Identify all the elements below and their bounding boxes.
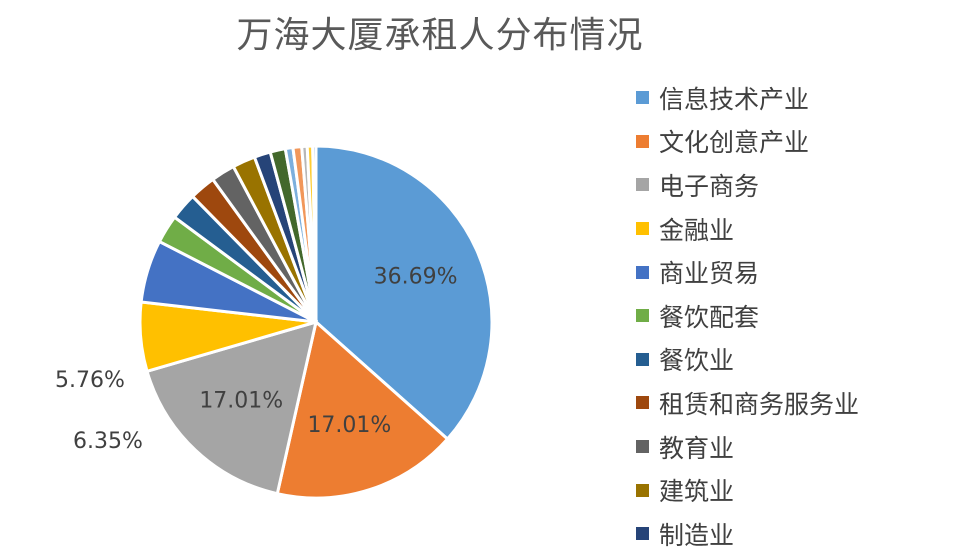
legend-item: 金融业 xyxy=(636,207,859,251)
legend-label: 教育业 xyxy=(659,433,735,463)
legend-label: 餐饮业 xyxy=(659,346,735,376)
legend-swatch xyxy=(636,527,649,541)
legend-item: 教育业 xyxy=(636,425,859,469)
legend-item: 信息技术产业 xyxy=(636,76,859,120)
legend-swatch xyxy=(636,309,649,323)
legend-swatch xyxy=(636,440,649,454)
legend-item: 餐饮配套 xyxy=(636,294,859,338)
legend-item: 商业贸易 xyxy=(636,250,859,294)
pie-slice-16 xyxy=(311,144,318,323)
legend-swatch xyxy=(636,265,649,279)
legend-item: 电子商务 xyxy=(636,163,859,207)
data-label: 17.01% xyxy=(307,413,391,438)
data-label: 36.69% xyxy=(374,264,458,289)
legend-item: 租赁和商务服务业 xyxy=(636,381,859,425)
legend-swatch xyxy=(636,352,649,366)
pie-slice-信息技术产业 xyxy=(314,144,494,442)
data-label: 6.35% xyxy=(73,429,143,454)
legend-label: 制造业 xyxy=(659,520,735,550)
legend-item: 餐饮业 xyxy=(636,338,859,382)
legend-swatch xyxy=(636,396,649,410)
legend-label: 电子商务 xyxy=(659,171,760,201)
pie-slice-文化创意产业 xyxy=(275,319,450,500)
legend-item: 制造业 xyxy=(636,512,859,556)
legend-label: 金融业 xyxy=(659,215,735,245)
legend-label: 餐饮配套 xyxy=(659,302,760,332)
pie-slice-电子商务 xyxy=(145,319,319,496)
legend-swatch xyxy=(636,91,649,105)
legend-swatch xyxy=(636,222,649,236)
chart-title: 万海大厦承租人分布情况 xyxy=(236,15,644,56)
data-label: 17.01% xyxy=(199,389,283,414)
data-label: 5.76% xyxy=(55,368,125,393)
legend-label: 商业贸易 xyxy=(659,259,760,289)
legend-label: 信息技术产业 xyxy=(659,84,810,114)
legend-label: 建筑业 xyxy=(659,477,735,507)
legend-swatch xyxy=(636,483,649,497)
legend-label: 文化创意产业 xyxy=(659,128,810,158)
legend-swatch xyxy=(636,178,649,192)
legend-item: 建筑业 xyxy=(636,468,859,512)
legend-item: 文化创意产业 xyxy=(636,120,859,164)
legend: 信息技术产业 文化创意产业 电子商务金融业商业贸易餐饮配套餐饮业租赁和商务服务业 教育… xyxy=(636,76,859,556)
legend-label: 租赁和商务服务业 xyxy=(659,389,860,419)
legend-swatch xyxy=(636,134,649,148)
